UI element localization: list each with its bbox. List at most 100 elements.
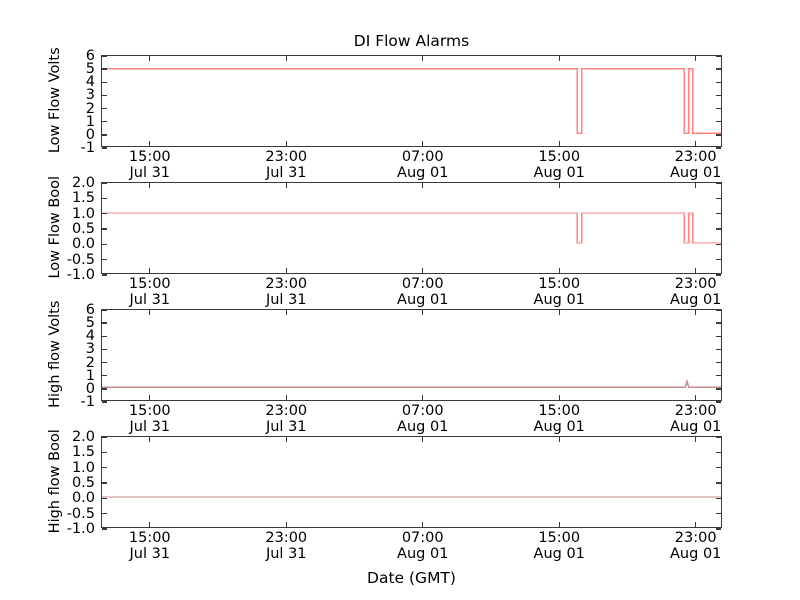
subplot-low-flow-bool: -1.0 -0.5 0.0 0.5 1.0 1.5 2.0 15:00 Jul 31 23:00 J… — [47, 176, 722, 307]
x-tick-label: 15:00 Aug 01 — [534, 403, 585, 435]
y-tick-mark-right — [716, 361, 721, 364]
y-tick-mark-right — [716, 212, 721, 215]
y-tick-mark — [102, 197, 107, 200]
x-tick-label-date: Aug 01 — [397, 545, 449, 562]
y-tick-label: 0.0 — [71, 236, 95, 253]
y-tick-label: 0 — [85, 126, 95, 143]
x-tick-mark — [149, 141, 151, 146]
y-tick-mark — [102, 322, 107, 324]
x-tick-label-date: Aug 01 — [533, 291, 585, 308]
x-tick-label: 07:00 Aug 01 — [397, 530, 449, 562]
y-tick-mark-right — [716, 482, 721, 484]
x-tick-label-date: Jul 31 — [265, 545, 307, 562]
x-tick-label: 23:00 Jul 31 — [265, 149, 308, 181]
x-tick-mark — [422, 395, 424, 400]
y-tick-mark — [102, 121, 107, 123]
x-tick-mark-top — [285, 310, 287, 315]
y-tick-label: 3 — [85, 87, 95, 104]
y-tick-mark — [102, 147, 107, 149]
x-tick-label-time: 23:00 — [265, 530, 308, 546]
y-tick-label: -1.0 — [66, 266, 95, 283]
x-tick-label-time: 23:00 — [674, 530, 717, 546]
x-tick-label: 07:00 Aug 01 — [397, 276, 448, 308]
x-tick-label-time: 23:00 — [674, 403, 717, 419]
x-tick-label-time: 15:00 — [128, 149, 171, 165]
y-tick-mark-right — [716, 512, 721, 515]
y-tick-mark — [102, 212, 107, 215]
y-tick-mark — [102, 482, 107, 484]
y-tick-mark — [102, 348, 107, 351]
y-tick-mark-right — [716, 197, 721, 200]
y-tick-mark — [102, 81, 107, 83]
x-tick-mark — [558, 141, 560, 146]
x-tick-mark-top — [149, 437, 151, 442]
y-tick-label: -0.5 — [66, 505, 95, 522]
y-tick-mark — [102, 451, 107, 454]
x-tick-label-time: 07:00 — [401, 403, 444, 419]
x-tick-mark — [695, 395, 697, 400]
x-tick-label-date: Aug 01 — [397, 418, 449, 435]
x-tick-label: 23:00 Aug 01 — [670, 149, 721, 181]
x-tick-mark — [149, 395, 151, 400]
x-tick-mark — [422, 141, 424, 146]
x-axis-label: Date (GMT) — [367, 569, 456, 587]
x-tick-mark-top — [285, 183, 287, 188]
y-tick-mark — [102, 512, 107, 515]
y-tick-mark-right — [716, 309, 721, 311]
y-tick-label: 1.0 — [71, 205, 95, 222]
x-tick-label: 23:00 Jul 31 — [265, 403, 307, 435]
y-tick-mark — [102, 528, 107, 530]
x-tick-label-time: 15:00 — [538, 403, 581, 419]
x-tick-mark — [422, 268, 424, 273]
y-tick-mark-right — [716, 68, 721, 70]
x-tick-mark — [558, 268, 560, 273]
y-tick-mark-right — [716, 528, 721, 530]
x-tick-label: 15:00 Aug 01 — [533, 276, 585, 308]
y-tick-mark — [102, 243, 107, 246]
x-tick-label-time: 23:00 — [265, 276, 308, 292]
x-tick-mark-top — [422, 437, 424, 442]
x-tick-label-time: 07:00 — [401, 276, 444, 292]
y-tick-mark-right — [716, 243, 721, 246]
x-tick-label: 15:00 Jul 31 — [129, 530, 171, 562]
x-tick-mark-top — [422, 310, 424, 315]
x-tick-label-time: 23:00 — [674, 276, 717, 292]
y-tick-mark — [102, 134, 107, 136]
x-tick-label: 23:00 Aug 01 — [670, 530, 722, 562]
y-tick-mark-right — [716, 436, 721, 438]
x-tick-label: 23:00 Jul 31 — [265, 276, 308, 308]
x-tick-mark-top — [149, 310, 151, 315]
y-tick-mark — [102, 335, 107, 337]
y-tick-mark-right — [716, 182, 721, 184]
y-tick-mark — [102, 228, 107, 230]
x-tick-label-date: Jul 31 — [265, 418, 307, 435]
x-tick-label: 15:00 Aug 01 — [534, 149, 585, 181]
x-tick-label-date: Aug 01 — [670, 545, 722, 562]
series-line-high-flow-volts — [102, 378, 721, 388]
x-tick-mark-top — [695, 310, 697, 315]
y-tick-mark-right — [716, 121, 721, 123]
x-tick-label-date: Jul 31 — [129, 545, 171, 562]
x-tick-label-time: 23:00 — [265, 149, 308, 165]
x-tick-mark-top — [558, 437, 560, 442]
x-tick-mark-top — [558, 56, 560, 61]
x-tick-label-time: 15:00 — [128, 403, 171, 419]
x-tick-mark-top — [558, 183, 560, 188]
x-tick-mark-top — [695, 56, 697, 61]
x-tick-mark — [695, 141, 697, 146]
x-tick-label: 15:00 Aug 01 — [534, 530, 585, 562]
x-tick-label-date: Jul 31 — [265, 164, 307, 181]
x-tick-mark-top — [695, 437, 697, 442]
y-tick-label: 1 — [85, 367, 95, 384]
x-tick-label-date: Aug 01 — [670, 291, 722, 308]
x-tick-label-time: 23:00 — [674, 149, 717, 165]
y-tick-label: 5 — [85, 60, 95, 77]
y-tick-mark-right — [716, 388, 721, 390]
y-tick-mark — [102, 68, 107, 70]
x-tick-label-time: 15:00 — [538, 530, 581, 546]
x-tick-label-date: Jul 31 — [265, 291, 307, 308]
y-tick-mark — [102, 55, 107, 57]
y-tick-label: 4 — [85, 74, 95, 91]
y-tick-label: 5 — [85, 314, 95, 331]
